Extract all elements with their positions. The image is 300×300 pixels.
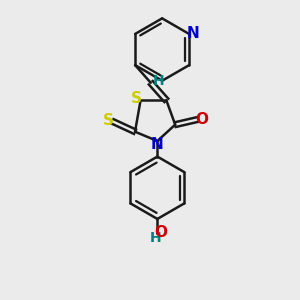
Text: S: S: [131, 92, 142, 106]
Text: O: O: [195, 112, 208, 127]
Text: N: N: [151, 136, 164, 152]
Text: H: H: [150, 231, 161, 245]
Text: S: S: [103, 113, 114, 128]
Text: H: H: [153, 74, 164, 88]
Text: N: N: [187, 26, 200, 41]
Text: O: O: [154, 225, 167, 240]
